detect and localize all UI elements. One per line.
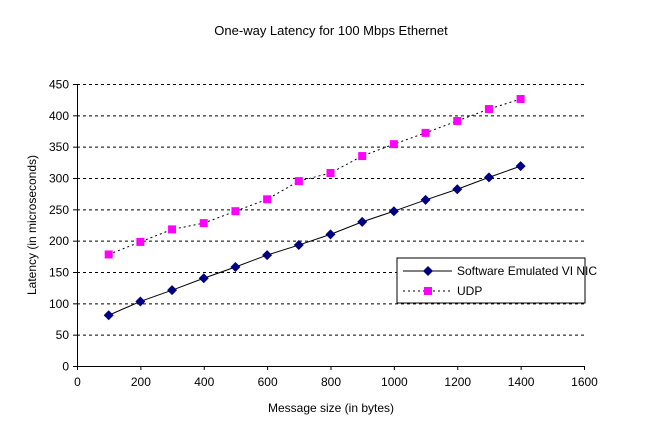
y-tick-label: 150: [49, 266, 69, 280]
data-point-udp: [453, 116, 462, 125]
x-tick-label: 800: [321, 375, 341, 389]
data-point-udp: [263, 195, 272, 204]
x-tick-label: 200: [131, 375, 151, 389]
x-tick-label: 1600: [571, 375, 598, 389]
data-point-vi-nic: [230, 261, 241, 272]
y-tick-label: 300: [49, 172, 69, 186]
y-tick-label: 350: [49, 140, 69, 154]
data-point-vi-nic: [515, 161, 526, 172]
data-point-vi-nic: [262, 250, 273, 261]
y-tick-label: 100: [49, 297, 69, 311]
data-point-udp: [104, 250, 113, 259]
x-tick-label: 1200: [444, 375, 471, 389]
y-tick-label: 50: [56, 328, 70, 342]
legend-marker-udp: [424, 287, 432, 295]
legend: Software Emulated VI NIC UDP: [396, 257, 597, 304]
y-tick-label: 450: [49, 78, 69, 92]
x-axis-label: Message size (in bytes): [268, 401, 394, 415]
data-point-vi-nic: [135, 296, 146, 307]
y-tick-label: 400: [49, 109, 69, 123]
data-point-vi-nic: [325, 229, 336, 240]
data-point-udp: [136, 237, 145, 246]
x-tick-label: 1000: [381, 375, 408, 389]
y-tick-label: 0: [62, 360, 69, 374]
data-point-udp: [326, 168, 335, 177]
legend-label-vi-nic: Software Emulated VI NIC: [457, 264, 597, 278]
chart-title: One-way Latency for 100 Mbps Ethernet: [214, 23, 448, 38]
data-point-udp: [389, 140, 398, 149]
y-tick-label: 200: [49, 234, 69, 248]
data-point-udp: [168, 225, 177, 234]
data-point-vi-nic: [357, 216, 368, 227]
data-point-vi-nic: [198, 273, 209, 284]
data-point-vi-nic: [103, 310, 114, 321]
data-point-vi-nic: [167, 285, 178, 296]
x-tick-label: 0: [74, 375, 81, 389]
y-axis-label: Latency (in microseconds): [25, 155, 39, 295]
x-tick-label: 600: [258, 375, 278, 389]
x-tick-label: 400: [194, 375, 214, 389]
data-point-vi-nic: [293, 240, 304, 251]
x-tick-label: 1400: [508, 375, 535, 389]
data-point-udp: [421, 128, 430, 137]
data-point-vi-nic: [483, 172, 494, 183]
data-point-udp: [516, 95, 525, 104]
data-point-udp: [199, 219, 208, 228]
y-tick-label: 250: [49, 203, 69, 217]
data-point-udp: [358, 152, 367, 161]
data-point-vi-nic: [452, 184, 463, 195]
data-point-vi-nic: [420, 194, 431, 205]
data-point-udp: [484, 105, 493, 114]
data-point-vi-nic: [388, 206, 399, 217]
legend-label-udp: UDP: [457, 284, 482, 298]
series-line-vi-nic: [108, 165, 521, 316]
data-point-udp: [294, 177, 303, 186]
data-point-udp: [231, 207, 240, 216]
series-line-udp: [108, 98, 521, 255]
legend-marker-vi-nic: [423, 266, 433, 276]
